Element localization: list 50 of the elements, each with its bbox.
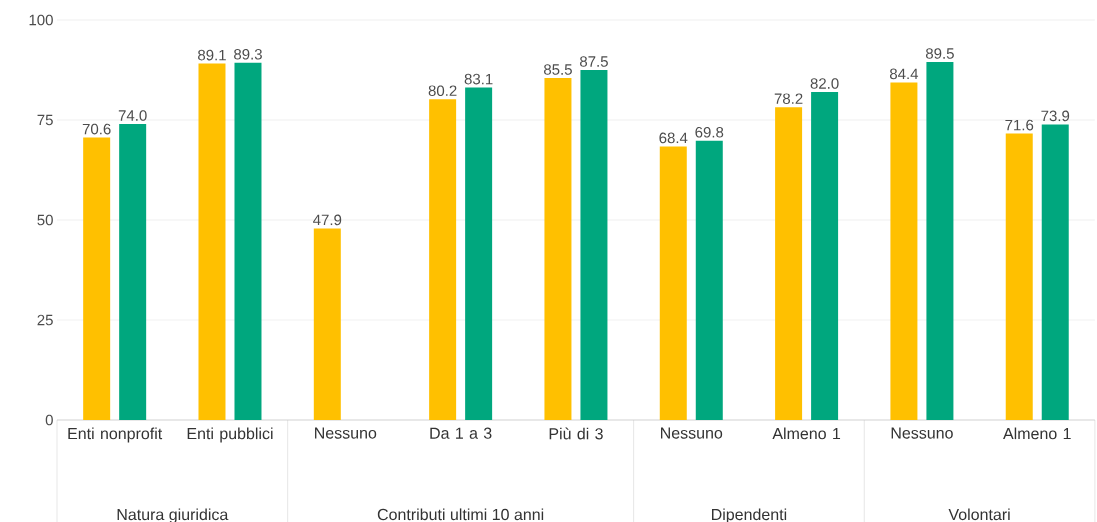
y-tick-label: 0: [45, 414, 53, 426]
bar: [198, 63, 226, 420]
x-tick-label: Più di 3: [549, 427, 603, 440]
bar: [890, 82, 918, 420]
bar: [1041, 124, 1069, 420]
x-tick-label: Da 1 a 3: [430, 427, 492, 439]
data-label: 73.9: [1041, 110, 1070, 122]
x-tick-label: Enti nonprofit: [68, 427, 163, 443]
bar: [429, 99, 457, 420]
bar: [580, 70, 608, 420]
bar: [1005, 133, 1033, 420]
x-tick-label: Nessuno: [891, 427, 953, 439]
bar: [234, 62, 262, 420]
text: Contributi ultimi 10 anni: [377, 508, 544, 521]
x-tick-label: Almeno 1: [1003, 427, 1071, 440]
data-label: 70.6: [82, 123, 111, 135]
bar: [659, 146, 687, 420]
data-label: 89.3: [234, 48, 262, 60]
text: Volontari: [948, 508, 1010, 521]
bar: [83, 137, 111, 420]
data-label: 89.1: [198, 49, 226, 61]
x-tick-label: Enti pubblici: [187, 427, 273, 443]
bar: [811, 92, 839, 420]
bar: [465, 87, 493, 420]
data-label: 89.5: [925, 48, 954, 59]
data-label: 71.6: [1005, 119, 1034, 131]
x-tick-label: Nessuno: [661, 427, 723, 439]
data-label: 87.5: [580, 56, 608, 67]
y-tick-label: 75: [37, 114, 53, 126]
data-label: 84.4: [889, 68, 919, 80]
data-label: 68.4: [659, 132, 688, 144]
data-label: 83.1: [464, 73, 493, 85]
bar: [695, 140, 723, 420]
data-label: 85.5: [544, 64, 572, 75]
data-label: 69.8: [695, 126, 724, 138]
data-label: 80.2: [428, 85, 457, 96]
data-label: 82.0: [810, 78, 839, 89]
bar: [119, 124, 147, 420]
x-tick-label: Almeno 1: [772, 427, 841, 440]
bar: [313, 228, 341, 420]
y-tick-label: 25: [37, 314, 53, 326]
y-tick-label: 100: [29, 14, 53, 26]
data-label: 78.2: [774, 93, 803, 104]
y-tick-label: 50: [37, 214, 53, 226]
bar: [544, 78, 572, 420]
x-tick-label: Nessuno: [315, 427, 377, 439]
data-label: 74.0: [118, 110, 147, 121]
data-label: 47.9: [313, 214, 342, 226]
bar: [775, 107, 803, 420]
bar: [926, 62, 954, 420]
